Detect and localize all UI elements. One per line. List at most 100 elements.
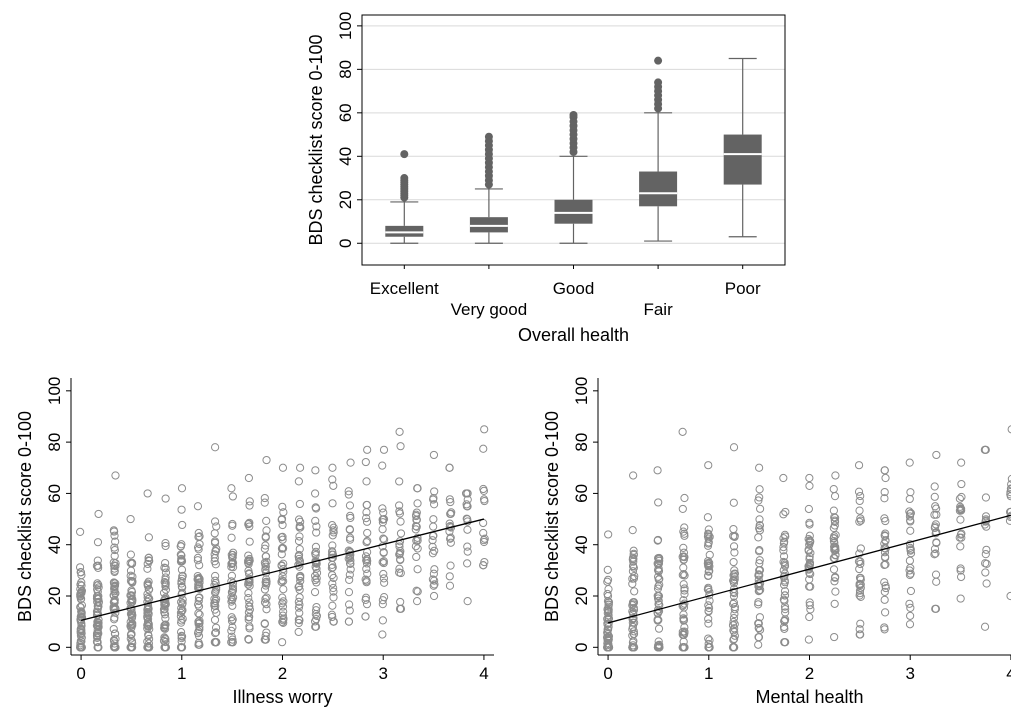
scatter-point: [312, 528, 321, 537]
scatter-point: [109, 605, 118, 614]
outlier-point: [569, 111, 578, 119]
scatter-point: [177, 634, 186, 643]
scatter-point: [361, 593, 371, 602]
scatter-point: [76, 589, 85, 598]
scatter-point: [729, 617, 738, 627]
scatter-point: [730, 566, 739, 575]
scatter-point: [463, 495, 472, 504]
scatter-point: [177, 556, 186, 565]
y-axis-ticks: 0 20 40 60 80 100: [572, 377, 598, 652]
scatter-point: [430, 580, 439, 589]
scatter-point: [278, 572, 287, 581]
scatter-point: [855, 549, 864, 558]
scatter-point: [396, 529, 406, 538]
scatter-point: [604, 585, 613, 594]
scatter-point: [679, 543, 688, 552]
scatter-point: [629, 471, 638, 480]
scatter-point: [906, 549, 916, 558]
scatter-point: [329, 587, 338, 596]
scatter-point: [278, 602, 288, 611]
scatter-point: [829, 565, 839, 574]
scatter-point: [261, 635, 270, 644]
scatter-point: [932, 577, 941, 586]
scatter-point: [956, 566, 965, 575]
scatter-point: [295, 499, 304, 509]
scatter-point: [378, 525, 387, 534]
scatter-point: [244, 473, 253, 483]
scatter-point: [703, 556, 713, 566]
scatter-point: [479, 528, 488, 538]
scatter-point: [346, 565, 355, 574]
scatter-point: [653, 608, 662, 617]
scatter-point: [194, 528, 203, 538]
scatter-point: [780, 530, 790, 539]
scatter-point: [429, 522, 438, 531]
scatter-point: [311, 466, 320, 475]
scatter-point: [143, 637, 152, 646]
scatter-point: [176, 612, 186, 621]
scatter-point: [463, 542, 472, 551]
scatter-point: [244, 551, 253, 560]
x-axis-ticks: 0 1 2 3 4: [603, 655, 1011, 683]
scatter-point: [126, 550, 135, 559]
scatter-point: [604, 634, 613, 644]
scatter-point: [931, 604, 940, 613]
scatter-point: [212, 522, 221, 531]
scatter-point: [194, 596, 203, 606]
scatter-point: [804, 635, 813, 644]
y-tick-label: 60: [572, 484, 591, 503]
y-axis-label: BDS checklist score 0-100: [15, 411, 35, 622]
scatter-point: [362, 500, 372, 510]
scatter-point: [126, 631, 136, 640]
scatter-point: [144, 553, 153, 562]
scatter-point: [413, 544, 422, 553]
scatter-point: [680, 493, 689, 503]
scatter-point: [345, 559, 355, 568]
scatter-point: [906, 586, 916, 596]
scatter-point: [227, 616, 237, 626]
scatter-point: [729, 592, 739, 601]
scatter-point: [143, 564, 152, 573]
scatter-point: [729, 643, 738, 652]
scatter-point: [755, 571, 764, 580]
scatter-point: [780, 576, 789, 585]
y-tick-label: 0: [336, 239, 355, 248]
x-tick-label: Good: [553, 279, 595, 298]
scatter-point: [1007, 480, 1011, 489]
scatter-point: [429, 500, 439, 509]
scatter-point: [143, 559, 152, 569]
scatter-point: [957, 572, 966, 582]
scatter-point: [805, 520, 814, 529]
scatter-point: [312, 611, 322, 621]
scatter-point: [730, 532, 739, 542]
scatter-point: [856, 516, 865, 525]
scatter-point: [855, 506, 864, 515]
scatter-point: [463, 597, 472, 606]
scatter-point: [311, 549, 320, 558]
scatter-point: [295, 463, 305, 472]
x-tick-label: 1: [704, 664, 713, 683]
scatter-point: [345, 600, 354, 609]
scatter-points: [75, 425, 489, 652]
scatter-point: [295, 582, 304, 591]
y-tick-label: 40: [45, 535, 64, 554]
scatter-point: [805, 601, 814, 610]
scatter-point: [110, 585, 119, 594]
scatter-point: [379, 557, 388, 566]
scatter-point: [829, 536, 839, 546]
scatter-point: [412, 552, 421, 562]
scatter-point: [261, 631, 270, 640]
scatter-point: [94, 643, 103, 652]
scatter-point: [755, 581, 764, 590]
scatter-point: [329, 528, 338, 537]
scatter-point: [195, 581, 204, 591]
scatter-point: [109, 591, 118, 600]
scatter-point: [956, 564, 965, 573]
scatter-point: [932, 504, 941, 513]
scatter-point: [92, 561, 102, 570]
scatter-point: [94, 563, 103, 572]
scatter-point: [703, 541, 713, 550]
scatter-point: [956, 542, 965, 551]
scatter-point: [161, 558, 170, 568]
scatter-point: [195, 578, 204, 587]
